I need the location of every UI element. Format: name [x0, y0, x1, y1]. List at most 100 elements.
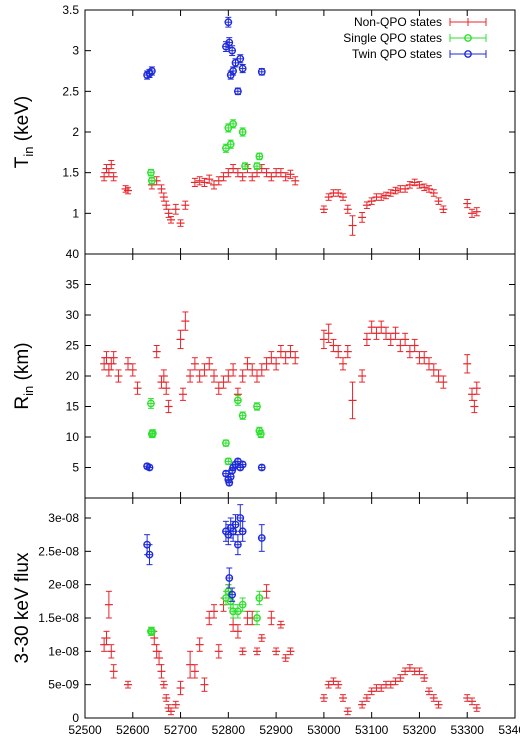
data-point — [319, 205, 328, 214]
legend-marker — [464, 50, 472, 58]
data-point — [362, 332, 371, 346]
data-point — [324, 323, 333, 343]
y-axis-label: 3-30 keV flux — [12, 552, 33, 663]
data-point — [238, 460, 247, 469]
data-point — [205, 357, 214, 371]
data-point — [181, 311, 190, 331]
data-point — [439, 375, 448, 389]
data-point — [267, 610, 276, 626]
data-point — [171, 700, 180, 709]
data-point — [200, 177, 209, 187]
data-point — [410, 178, 419, 187]
data-point — [195, 176, 204, 186]
series-single-qpo-states — [147, 119, 264, 185]
series-non-qpo-states — [100, 311, 481, 420]
x-tick-label: 52900 — [259, 723, 293, 737]
data-point — [257, 67, 266, 76]
data-point — [148, 429, 157, 438]
data-point — [391, 186, 400, 195]
data-point — [429, 189, 438, 197]
data-point — [238, 520, 247, 542]
data-point — [281, 172, 290, 182]
legend: Non-QPO states Single QPO states Twin QPO … — [343, 15, 487, 61]
data-point — [472, 704, 481, 712]
data-point — [104, 590, 113, 619]
data-point — [145, 463, 154, 472]
plot-frame — [84, 497, 516, 719]
data-point — [190, 177, 199, 187]
data-point — [233, 624, 242, 639]
y-tick-label: 30 — [66, 308, 80, 322]
y-tick-label: 1e-08 — [48, 644, 79, 658]
data-point — [401, 332, 410, 346]
data-point — [228, 45, 237, 57]
data-point — [238, 172, 247, 182]
data-point — [470, 399, 479, 414]
data-point — [339, 193, 347, 201]
data-point — [425, 185, 433, 193]
legend-label: Twin QPO states — [352, 47, 442, 61]
data-point — [253, 647, 261, 656]
data-point — [468, 208, 476, 218]
data-point — [224, 457, 233, 466]
data-point — [226, 472, 235, 481]
data-point — [236, 54, 245, 64]
data-point — [472, 207, 481, 217]
data-point — [238, 63, 247, 74]
data-point — [210, 369, 218, 383]
data-point — [176, 680, 185, 696]
data-point — [147, 168, 155, 177]
x-tick-label: 53300 — [451, 723, 485, 737]
data-point — [339, 694, 347, 702]
x-tick-label: 53200 — [403, 723, 437, 737]
data-point — [157, 184, 166, 194]
y-axis-label: Tin (keV) — [12, 96, 36, 168]
data-point — [176, 219, 185, 227]
data-point — [124, 680, 132, 689]
data-point — [195, 637, 204, 652]
data-point — [171, 203, 180, 215]
y-tick-label: 20 — [66, 369, 80, 383]
data-point — [253, 402, 261, 411]
x-tick-label: 52600 — [116, 723, 150, 737]
data-point — [226, 139, 235, 149]
chart-panels: 1 1.5 2 2.5 3 3.5 Tin (keV) Non-QPO states Singl… — [12, 3, 520, 737]
panel-2: 5 10 15 20 25 30 35 40 Rin (km) — [12, 247, 516, 499]
data-point — [233, 87, 242, 96]
data-point — [377, 193, 386, 201]
data-point — [334, 345, 343, 359]
data-point — [238, 597, 247, 612]
data-point — [190, 357, 199, 371]
data-point — [405, 181, 414, 189]
data-point — [386, 189, 395, 197]
data-point — [162, 694, 171, 702]
data-point — [439, 205, 448, 214]
legend-label: Non-QPO states — [354, 15, 442, 29]
data-point — [109, 664, 118, 679]
data-point — [147, 66, 156, 76]
x-tick-label: 52700 — [164, 723, 198, 737]
data-point — [276, 620, 285, 629]
data-point — [107, 644, 116, 659]
data-point — [109, 172, 118, 182]
data-point — [210, 604, 218, 619]
data-point — [410, 338, 419, 353]
panel-1: 1 1.5 2 2.5 3 3.5 Tin (keV) Non-QPO states Singl… — [12, 3, 516, 255]
y-tick-label: 25 — [66, 339, 80, 353]
data-point — [159, 680, 168, 689]
data-point — [107, 159, 116, 170]
series-single-qpo-states — [147, 395, 265, 466]
data-point — [147, 176, 156, 185]
y-tick-label: 1 — [72, 206, 79, 220]
data-point — [162, 200, 171, 210]
data-point — [255, 152, 264, 161]
data-point — [114, 369, 123, 383]
data-point — [147, 626, 156, 636]
data-point — [256, 429, 265, 439]
data-point — [425, 687, 433, 696]
series-twin-qpo-states — [143, 457, 266, 487]
data-point — [238, 127, 247, 137]
plot-frame — [84, 9, 516, 255]
data-point — [241, 162, 249, 171]
data-point — [272, 357, 281, 371]
